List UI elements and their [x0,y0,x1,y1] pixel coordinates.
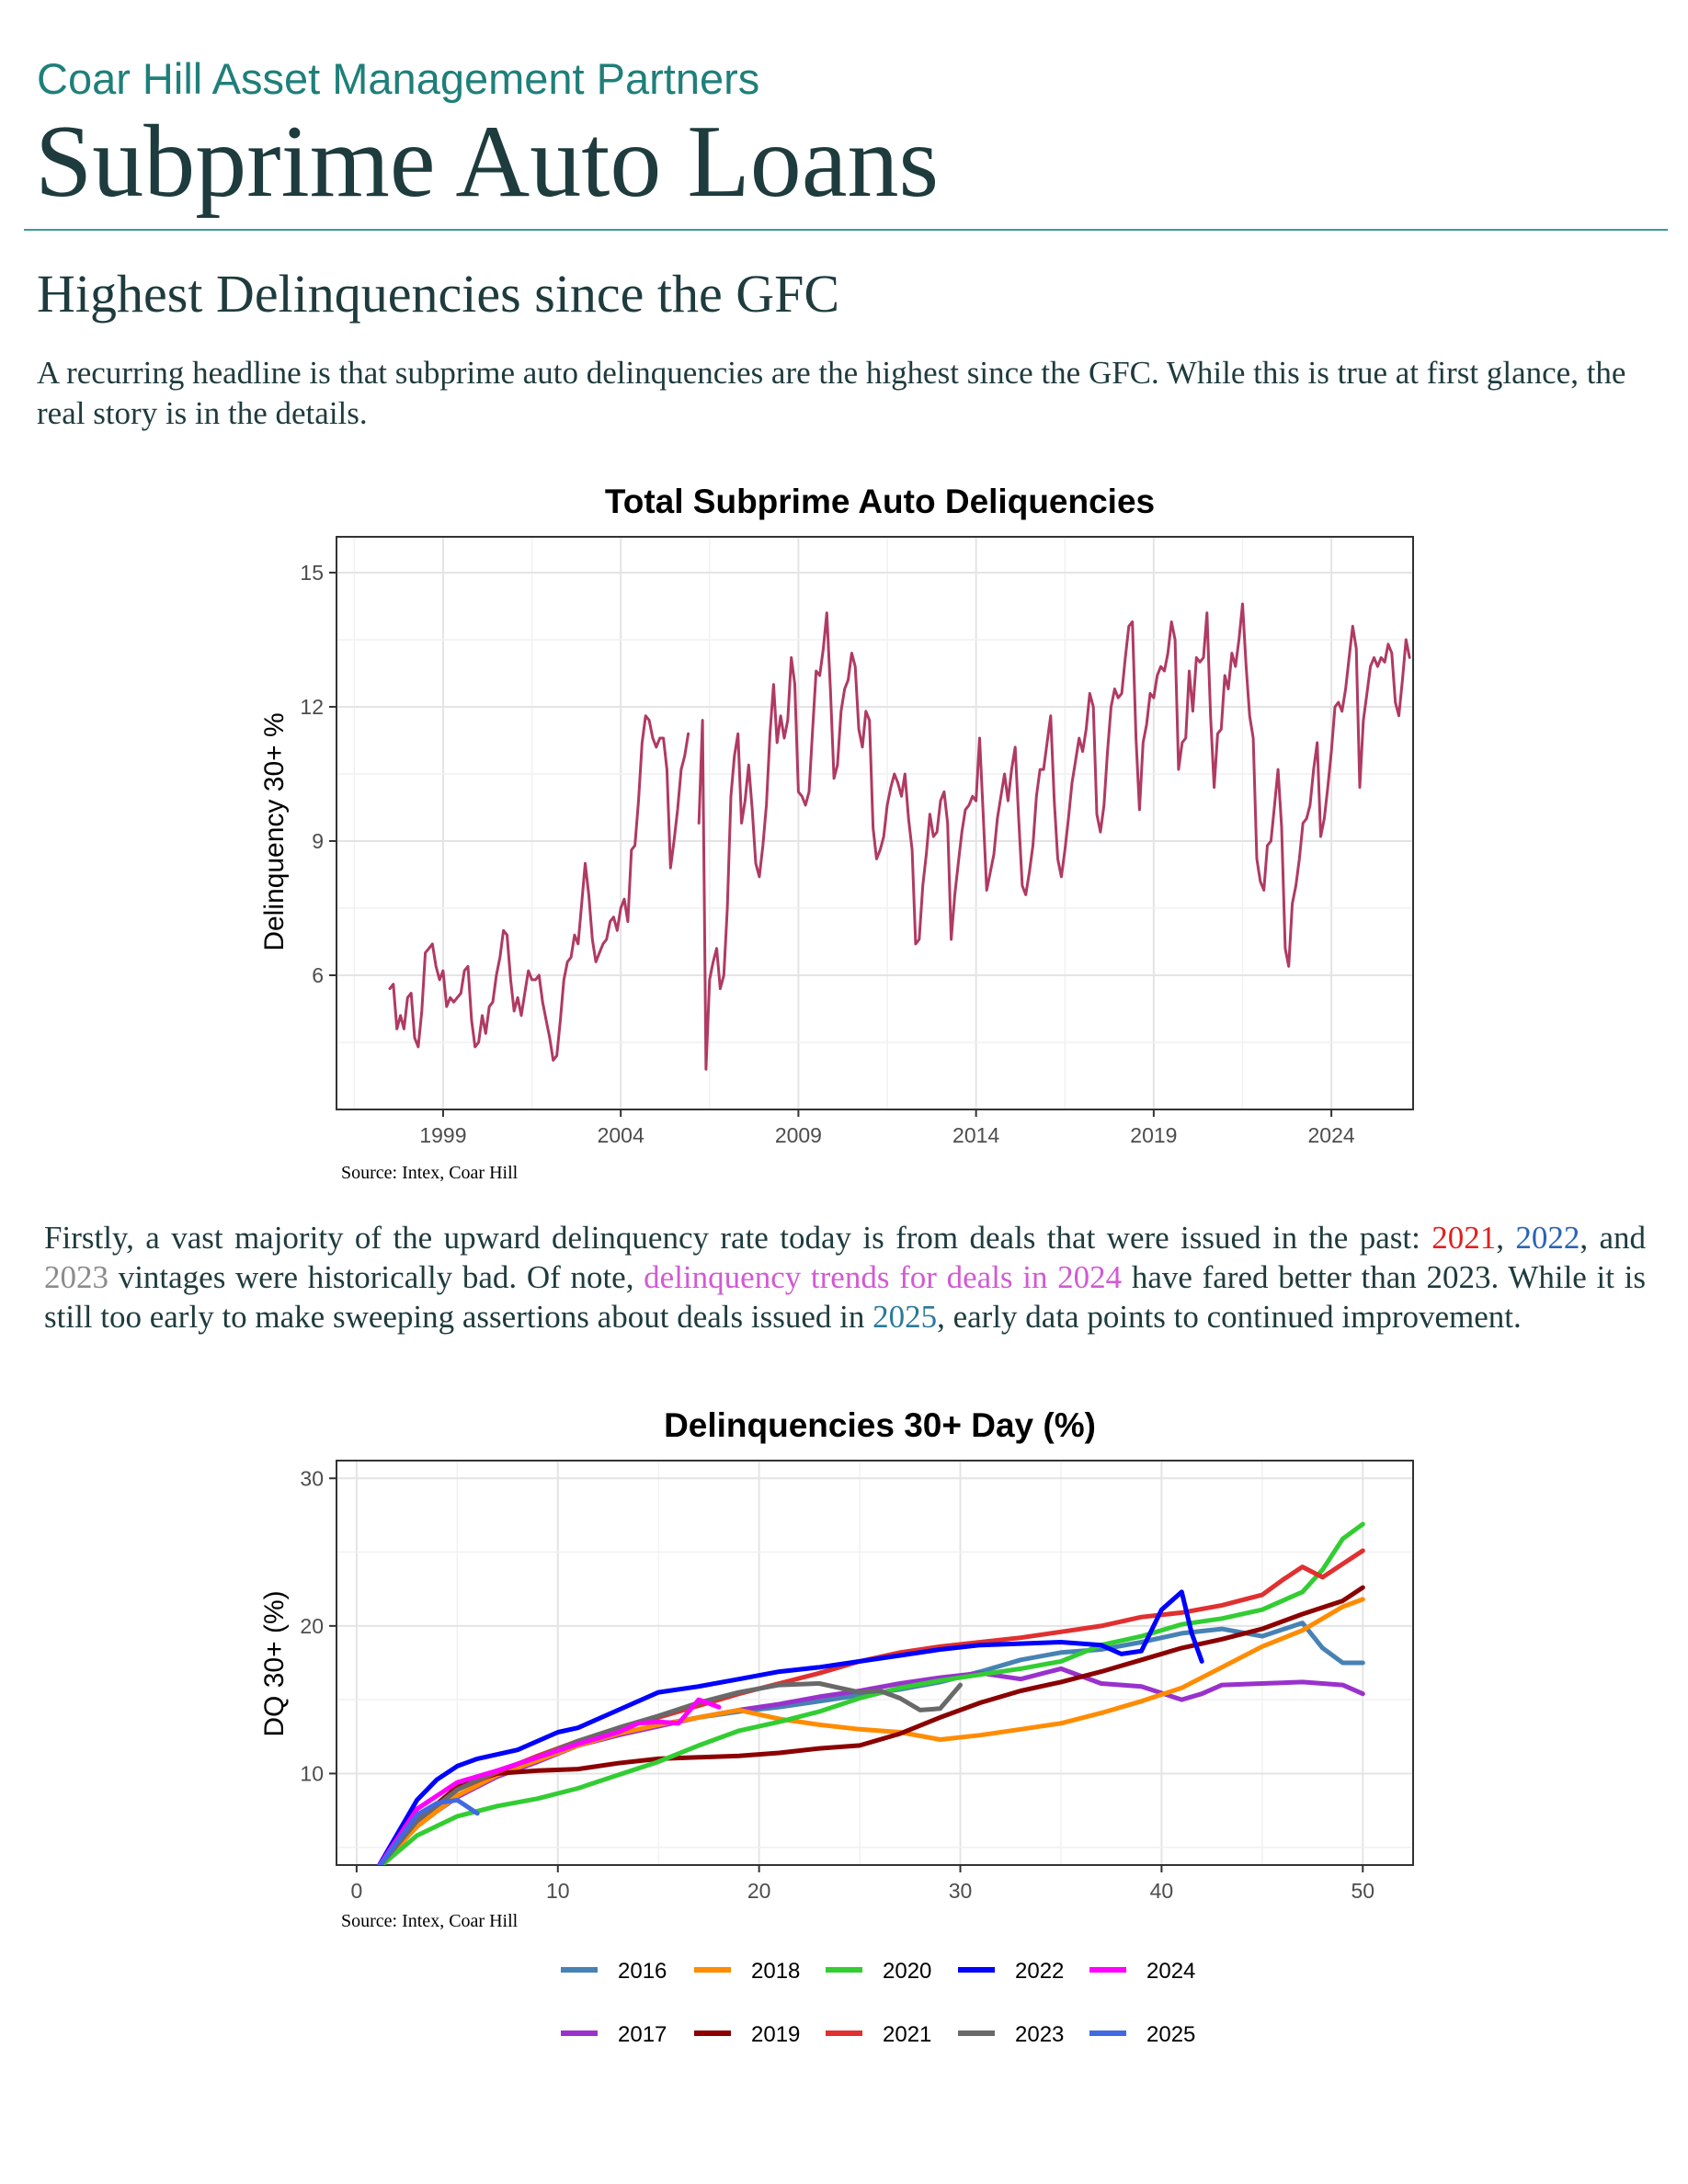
figure-vintage-delinquencies: Delinquencies 30+ Day (%) 0 10 20 30 40 50 10 2… [0,1397,1688,2059]
series-line-2024 [376,1697,722,1865]
x-tick-label: 2004 [598,1123,644,1147]
x-tick-label: 30 [949,1879,973,1903]
trend-2024: delinquency trends for deals in 2024 [644,1259,1123,1295]
legend-label-2019: 2019 [751,2022,800,2047]
y-tick-label: 12 [300,695,324,719]
chart-total-subprime-delinquencies: Total Subprime Auto Deliquencies 1999 200… [259,483,1414,1183]
legend-label-2018: 2018 [751,1959,800,1984]
header-divider [24,229,1668,231]
legend-label-2025: 2025 [1146,2022,1195,2047]
legend-label-2021: 2021 [883,2022,931,2047]
x-tick-label: 50 [1351,1879,1374,1903]
plot-frame [336,536,1414,1110]
body-text-mid: vintages were historically bad. Of note, [108,1259,644,1295]
y-tick-label: 10 [300,1761,324,1785]
series-line-2019 [377,1585,1365,1865]
body-text-mid2: have fared better than 2023. While it is… [44,1259,1646,1335]
y-axis-label: DQ 30+ (%) [259,1590,290,1736]
series-line-2020 [378,1521,1365,1865]
body-text-start: Firstly, a vast majority of the upward d… [44,1220,1432,1256]
separator: , [1496,1220,1516,1256]
chart-source: Source: Intex, Coar Hill [341,1163,519,1183]
chart-legend: 2016 2018 2020 2022 2024 2017 2019 2021 2023 2025 [561,1959,1195,2047]
y-tick-label: 6 [312,963,324,987]
legend-label-2017: 2017 [618,2022,667,2047]
x-tick-label: 2024 [1308,1123,1355,1147]
x-tick-label: 40 [1150,1879,1174,1903]
figure-total-delinquencies: Total Subprime Auto Deliquencies 1999 200… [0,478,1688,1195]
series-line-2021 [377,1548,1365,1865]
series-line-2017 [377,1666,1365,1865]
chart-title: Total Subprime Auto Deliquencies [605,483,1155,520]
plot-frame [336,1460,1414,1866]
x-tick-label: 0 [350,1879,362,1903]
vintage-2025: 2025 [873,1299,938,1335]
x-tick-label: 20 [747,1879,771,1903]
legend-label-2023: 2023 [1015,2022,1064,2047]
y-axis-label: Delinquency 30+ % [259,712,290,950]
y-tick-label: 30 [300,1466,324,1490]
body-paragraph: Firstly, a vast majority of the upward d… [44,1218,1646,1337]
series-line [697,602,1411,1071]
x-tick-label: 2009 [775,1123,822,1147]
vintage-2022: 2022 [1515,1220,1580,1256]
x-tick-label: 2019 [1130,1123,1177,1147]
series-line-2023 [377,1681,963,1865]
legend-label-2024: 2024 [1146,1959,1195,1984]
intro-paragraph: A recurring headline is that subprime au… [37,355,1626,431]
y-tick-label: 15 [300,561,324,585]
chart-title: Delinquencies 30+ Day (%) [664,1406,1096,1444]
legend-label-2016: 2016 [618,1959,667,1984]
vintage-2023: 2023 [44,1259,108,1295]
y-tick-label: 20 [300,1614,324,1638]
body-text-end: , early data points to continued improve… [937,1299,1522,1335]
separator: , and [1580,1220,1646,1256]
series-line-2022 [376,1589,1204,1865]
legend-label-2022: 2022 [1015,1959,1064,1984]
legend-label-2020: 2020 [883,1959,931,1984]
firm-name: Coar Hill Asset Management Partners [37,54,760,103]
vintage-2021: 2021 [1431,1220,1497,1256]
x-tick-label: 1999 [419,1123,466,1147]
chart-source: Source: Intex, Coar Hill [341,1911,519,1931]
x-tick-label: 2014 [952,1123,999,1147]
chart-vintage-delinquencies: Delinquencies 30+ Day (%) 0 10 20 30 40 50 10 2… [259,1406,1414,2047]
page-title: Subprime Auto Loans [35,105,940,219]
series-line-2018 [377,1597,1365,1865]
series-line-2025 [377,1797,480,1865]
y-tick-label: 9 [312,829,324,853]
x-tick-label: 10 [546,1879,570,1903]
section-heading: Highest Delinquencies since the GFC [37,264,840,324]
series-line [388,714,690,1062]
